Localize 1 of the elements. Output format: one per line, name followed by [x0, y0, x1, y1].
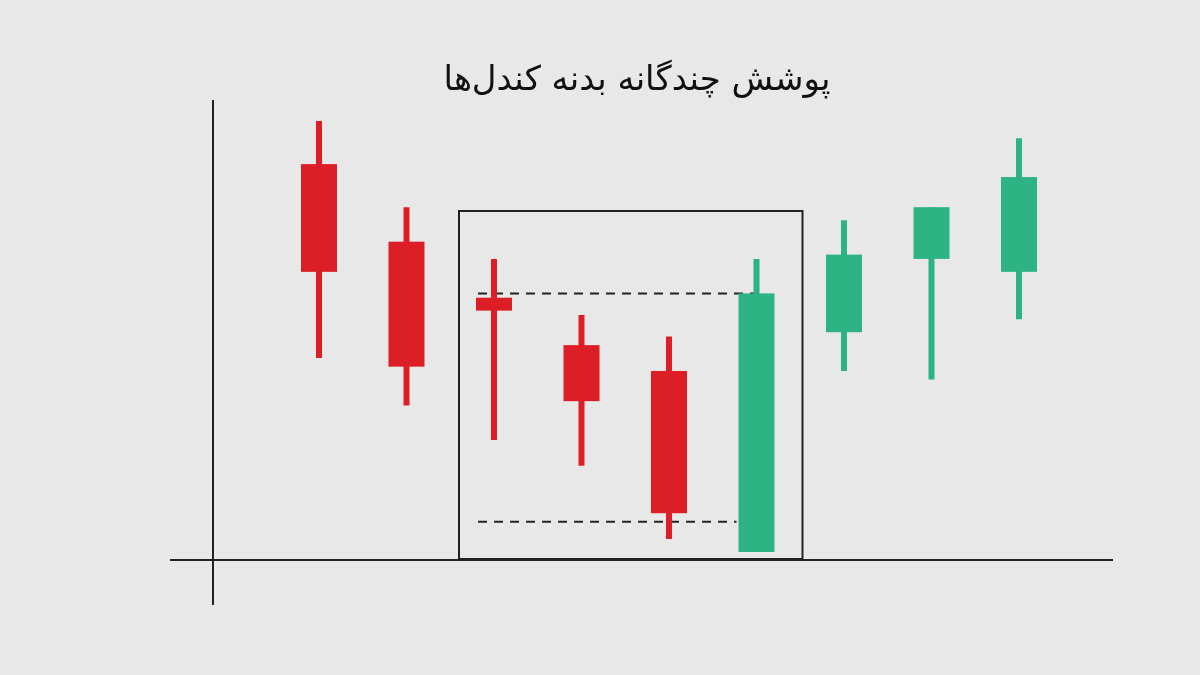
title: پوشش چندگانه بدنه کندل‌ها	[443, 58, 831, 98]
